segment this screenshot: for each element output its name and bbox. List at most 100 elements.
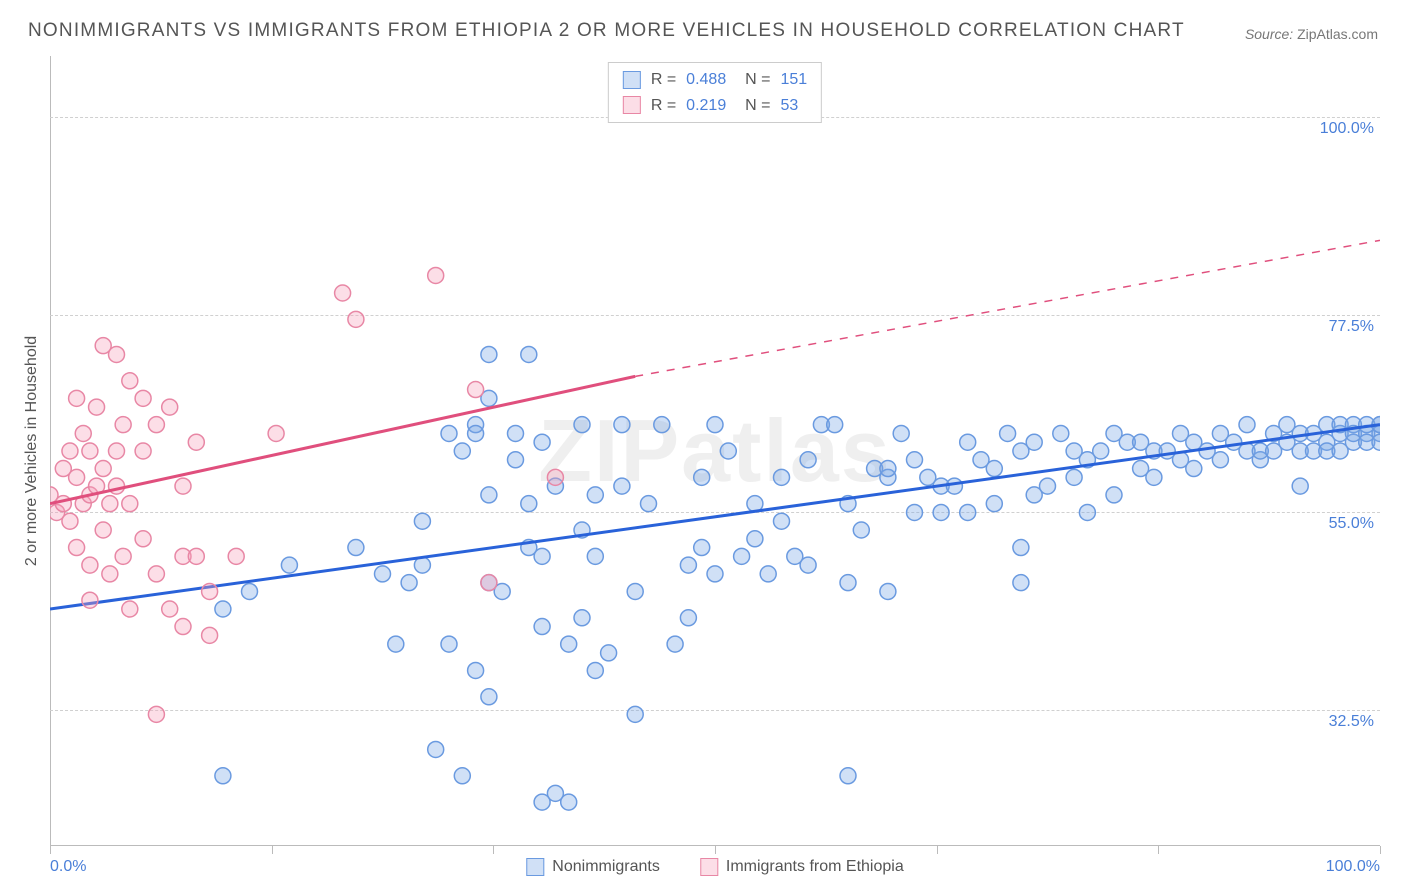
scatter-point: [1026, 434, 1042, 450]
scatter-point: [534, 548, 550, 564]
scatter-point: [481, 575, 497, 591]
scatter-point: [774, 513, 790, 529]
scatter-point: [561, 794, 577, 810]
scatter-point: [75, 425, 91, 441]
x-tick: [272, 846, 273, 854]
legend-item: Immigrants from Ethiopia: [700, 858, 904, 876]
scatter-point: [122, 601, 138, 617]
scatter-point: [960, 504, 976, 520]
scatter-point: [667, 636, 683, 652]
scatter-point: [534, 619, 550, 635]
scatter-point: [95, 522, 111, 538]
scatter-point: [228, 548, 244, 564]
x-tick: [493, 846, 494, 854]
scatter-point: [800, 452, 816, 468]
scatter-point: [654, 417, 670, 433]
x-tick: [715, 846, 716, 854]
scatter-point: [561, 636, 577, 652]
scatter-point: [1040, 478, 1056, 494]
scatter-point: [960, 434, 976, 450]
scatter-point: [760, 566, 776, 582]
scatter-point: [986, 461, 1002, 477]
scatter-point: [468, 382, 484, 398]
scatter-point: [109, 443, 125, 459]
x-tick: [937, 846, 938, 854]
scatter-point: [122, 496, 138, 512]
scatter-point: [281, 557, 297, 573]
scatter-point: [774, 469, 790, 485]
legend-swatch: [700, 858, 718, 876]
scatter-point: [95, 461, 111, 477]
scatter-point: [614, 417, 630, 433]
scatter-point: [587, 548, 603, 564]
scatter-point: [1186, 461, 1202, 477]
trend-line-extension: [635, 240, 1380, 376]
scatter-point: [162, 601, 178, 617]
x-tick: [1380, 846, 1381, 854]
scatter-point: [1066, 469, 1082, 485]
scatter-point: [521, 346, 537, 362]
scatter-point: [428, 741, 444, 757]
scatter-point: [148, 566, 164, 582]
legend-label: Nonimmigrants: [552, 858, 660, 876]
scatter-point: [62, 443, 78, 459]
legend-swatch: [623, 71, 641, 89]
scatter-point: [82, 592, 98, 608]
scatter-point: [69, 390, 85, 406]
scatter-point: [1239, 417, 1255, 433]
legend-swatch: [623, 96, 641, 114]
scatter-point: [547, 469, 563, 485]
source-label: Source:: [1245, 26, 1293, 42]
scatter-point: [162, 399, 178, 415]
scatter-point: [82, 557, 98, 573]
x-tick: [1158, 846, 1159, 854]
scatter-point: [82, 443, 98, 459]
stat-r-value: 0.219: [686, 93, 726, 119]
scatter-point: [1013, 575, 1029, 591]
scatter-point: [175, 619, 191, 635]
scatter-point: [414, 513, 430, 529]
scatter-point: [335, 285, 351, 301]
scatter-point: [1093, 443, 1109, 459]
legend-bottom: Nonimmigrants Immigrants from Ethiopia: [526, 858, 903, 876]
scatter-point: [62, 513, 78, 529]
scatter-point: [627, 706, 643, 722]
scatter-point: [135, 390, 151, 406]
scatter-point: [907, 504, 923, 520]
scatter-point: [401, 575, 417, 591]
scatter-point: [694, 469, 710, 485]
scatter-point: [135, 443, 151, 459]
scatter-point: [641, 496, 657, 512]
scatter-point: [694, 540, 710, 556]
scatter-point: [1106, 487, 1122, 503]
scatter-point: [441, 636, 457, 652]
scatter-point: [268, 425, 284, 441]
scatter-point: [202, 627, 218, 643]
stats-row: R =0.219 N =53: [623, 93, 807, 119]
chart-title: NONIMMIGRANTS VS IMMIGRANTS FROM ETHIOPI…: [28, 20, 1185, 42]
scatter-point: [348, 540, 364, 556]
source-value: ZipAtlas.com: [1297, 26, 1378, 42]
scatter-point: [1079, 504, 1095, 520]
legend-label: Immigrants from Ethiopia: [726, 858, 904, 876]
scatter-point: [468, 662, 484, 678]
x-tick: [50, 846, 51, 854]
scatter-point: [893, 425, 909, 441]
scatter-point: [115, 548, 131, 564]
scatter-point: [375, 566, 391, 582]
scatter-point: [1212, 452, 1228, 468]
scatter-point: [720, 443, 736, 459]
stat-n-label: N =: [736, 67, 770, 93]
scatter-point: [853, 522, 869, 538]
scatter-point: [175, 478, 191, 494]
scatter-point: [734, 548, 750, 564]
scatter-point: [946, 478, 962, 494]
scatter-point: [1146, 469, 1162, 485]
scatter-point: [680, 610, 696, 626]
scatter-point: [574, 417, 590, 433]
stat-r-label: R =: [651, 93, 676, 119]
scatter-point: [242, 583, 258, 599]
scatter-point: [202, 583, 218, 599]
stats-legend-box: R =0.488 N =151R =0.219 N =53: [608, 62, 822, 123]
stat-n-value: 151: [780, 67, 807, 93]
